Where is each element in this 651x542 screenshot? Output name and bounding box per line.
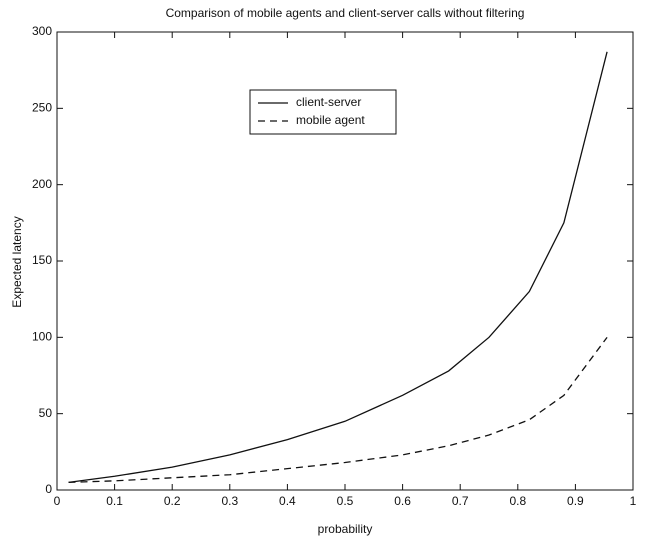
x-tick-label: 0.9 (567, 494, 584, 508)
x-tick-label: 0.1 (106, 494, 123, 508)
x-axis-label: probability (318, 522, 373, 536)
x-tick-label: 0.2 (164, 494, 181, 508)
x-tick-label: 0 (54, 494, 61, 508)
chart-title: Comparison of mobile agents and client-s… (166, 6, 525, 20)
y-tick-label: 0 (45, 482, 52, 496)
y-tick-label: 300 (32, 24, 52, 38)
x-tick-label: 0.8 (509, 494, 526, 508)
y-tick-label: 250 (32, 101, 52, 115)
x-tick-label: 0.7 (452, 494, 469, 508)
legend-box (249, 89, 397, 135)
legend-label: client-server (296, 95, 361, 109)
x-tick-label: 0.5 (337, 494, 354, 508)
x-tick-label: 0.4 (279, 494, 296, 508)
y-tick-label: 100 (32, 330, 52, 344)
series-line (68, 336, 608, 484)
y-tick-label: 50 (39, 406, 53, 420)
x-tick-label: 0.6 (394, 494, 411, 508)
x-tick-label: 1 (630, 494, 637, 508)
x-tick-label: 0.3 (221, 494, 238, 508)
y-tick-label: 150 (32, 253, 52, 267)
series-line (68, 51, 608, 484)
y-tick-label: 200 (32, 177, 52, 191)
y-axis-label: Expected latency (10, 216, 24, 307)
legend-label: mobile agent (296, 113, 365, 127)
